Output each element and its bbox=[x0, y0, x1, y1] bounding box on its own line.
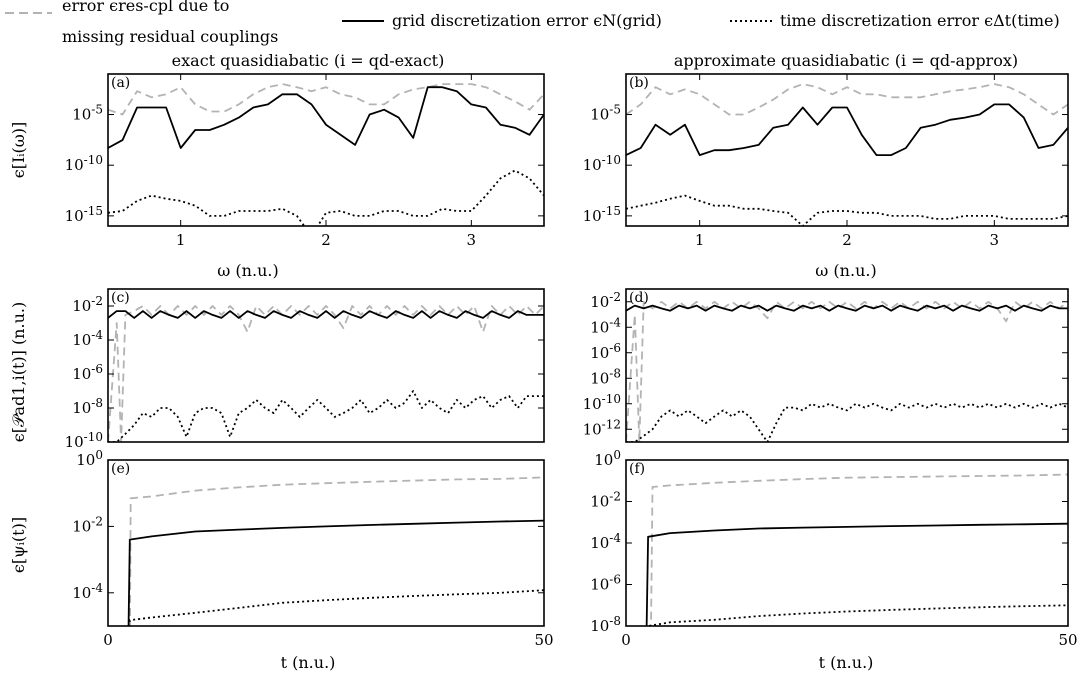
xlabel-omega-right: ω (n.u.) bbox=[815, 261, 876, 280]
ytick-label-c-1: 10-4 bbox=[72, 328, 103, 349]
ytick-label-c-0: 10-2 bbox=[72, 294, 103, 315]
ytick-label-f-2: 10-4 bbox=[590, 531, 621, 552]
xlabel-time-left: t (n.u.) bbox=[281, 653, 336, 672]
ytick-label-f-3: 10-6 bbox=[590, 573, 621, 594]
panel-tag-f: (f) bbox=[629, 461, 645, 477]
ytick-label-f-0: 100 bbox=[594, 448, 621, 469]
panel-f: (f) 100 10-2 10-4 10-6 10-80 50 bbox=[590, 448, 1077, 649]
panel-a: (a) 10-5 10-10 10-15 1 2 3 bbox=[65, 73, 545, 249]
panel-b: (b) 10-5 10-10 10-15 1 2 3 bbox=[583, 73, 1069, 249]
series-line-dashed-f bbox=[650, 473, 1068, 626]
ytick-label-d-1: 10-4 bbox=[590, 315, 621, 336]
ytick-label-b-0: 10-5 bbox=[590, 103, 621, 124]
ytick-label-f-1: 10-2 bbox=[590, 490, 621, 511]
ytick-label-c-2: 10-6 bbox=[72, 362, 103, 383]
ytick-label-d-0: 10-2 bbox=[590, 290, 621, 311]
xtick-label-b-0: 1 bbox=[695, 231, 705, 249]
plot-frame-d bbox=[625, 288, 1069, 443]
panel-tag-e: (e) bbox=[111, 461, 130, 477]
ytick-label-f-4: 10-8 bbox=[590, 614, 621, 635]
ytick-label-a-2: 10-15 bbox=[65, 204, 103, 225]
panels: (a) 10-5 10-10 10-15 1 2 3 (b) 10-5 10-10 10-15 1 2 3… bbox=[65, 73, 1078, 649]
series-line-solid-b bbox=[626, 103, 1068, 157]
plot-frame-c bbox=[107, 288, 545, 443]
ylabel-row2: ϵ[𝒫ad1,i(t)] (n.u.) bbox=[9, 302, 28, 442]
xtick-label-a-2: 3 bbox=[467, 231, 477, 249]
series-line-dashed-c bbox=[108, 305, 544, 442]
column-title-right: approximate quasidiabatic (i = qd-approx… bbox=[674, 51, 1018, 70]
panel-tag-a: (a) bbox=[111, 75, 130, 91]
series-line-dashed-b bbox=[626, 83, 1068, 116]
xlabel-omega-left: ω (n.u.) bbox=[217, 261, 278, 280]
xtick-label-a-0: 1 bbox=[176, 231, 186, 249]
xtick-label-b-1: 2 bbox=[842, 231, 852, 249]
panel-tag-c: (c) bbox=[111, 290, 130, 306]
legend-time-label: time discretization error ϵΔt(time) bbox=[780, 11, 1060, 30]
column-title-left: exact quasidiabatic (i = qd-exact) bbox=[172, 51, 445, 70]
plot-frame-a bbox=[107, 73, 545, 227]
series-line-dotted-d bbox=[626, 402, 1068, 442]
panel-d: (d) 10-2 10-4 10-6 10-8 10-10 10-12 bbox=[583, 288, 1069, 443]
series-line-dashed-e bbox=[129, 476, 544, 626]
ylabel-row1: ϵ[Iᵢ(ω)] bbox=[9, 122, 28, 179]
ytick-label-b-2: 10-15 bbox=[583, 204, 621, 225]
series-line-dashed-a bbox=[108, 83, 544, 116]
ytick-label-d-5: 10-12 bbox=[583, 417, 621, 438]
ytick-label-d-2: 10-6 bbox=[590, 341, 621, 362]
panel-tag-d: (d) bbox=[629, 290, 649, 306]
series-line-solid-d bbox=[626, 304, 1068, 312]
ytick-label-c-4: 10-10 bbox=[65, 430, 103, 451]
panel-c: (c) 10-2 10-4 10-6 10-8 10-10 bbox=[65, 288, 545, 451]
xlabel-time-right: t (n.u.) bbox=[819, 653, 874, 672]
ytick-label-b-1: 10-10 bbox=[583, 153, 621, 174]
plot-frame-e bbox=[107, 459, 545, 627]
xtick-label-b-2: 3 bbox=[990, 231, 1000, 249]
panel-tag-b: (b) bbox=[629, 75, 649, 91]
ytick-label-d-4: 10-10 bbox=[583, 392, 621, 413]
series-line-dashed-d bbox=[626, 300, 1068, 442]
plot-frame-b bbox=[625, 73, 1069, 227]
panel-e: (e) 100 10-2 10-4 0 50 bbox=[72, 448, 553, 649]
xtick-label-a-1: 2 bbox=[321, 231, 331, 249]
ytick-label-c-3: 10-8 bbox=[72, 396, 103, 417]
xtick-label-e-1: 50 bbox=[534, 631, 553, 649]
xtick-label-f-0: 0 bbox=[621, 631, 631, 649]
ytick-label-a-0: 10-5 bbox=[72, 103, 103, 124]
legend-res-cpl-label-line2: missing residual couplings bbox=[62, 27, 278, 46]
series-line-solid-c bbox=[108, 310, 544, 319]
series-line-solid-a bbox=[108, 86, 544, 149]
series-line-dotted-c bbox=[108, 390, 544, 442]
ytick-label-d-3: 10-8 bbox=[590, 366, 621, 387]
ytick-label-e-2: 10-4 bbox=[72, 581, 103, 602]
xtick-label-f-1: 50 bbox=[1058, 631, 1077, 649]
series-line-dotted-f bbox=[647, 604, 1068, 626]
series-line-solid-f bbox=[645, 522, 1068, 626]
legend-res-cpl-label-line1: error ϵres-cpl due to bbox=[62, 0, 229, 15]
xtick-label-e-0: 0 bbox=[103, 631, 113, 649]
ytick-label-e-1: 10-2 bbox=[72, 514, 103, 535]
ylabel-row3: ϵ[ψᵢ(t)] bbox=[9, 517, 28, 573]
legend-grid-label: grid discretization error ϵN(grid) bbox=[392, 11, 662, 30]
ytick-label-a-1: 10-10 bbox=[65, 153, 103, 174]
legend: error ϵres-cpl due to missing residual c… bbox=[5, 0, 1060, 46]
ytick-label-e-0: 100 bbox=[76, 448, 103, 469]
series-line-dotted-e bbox=[128, 589, 544, 626]
series-line-dotted-b bbox=[626, 194, 1068, 226]
series-line-solid-e bbox=[127, 519, 544, 626]
